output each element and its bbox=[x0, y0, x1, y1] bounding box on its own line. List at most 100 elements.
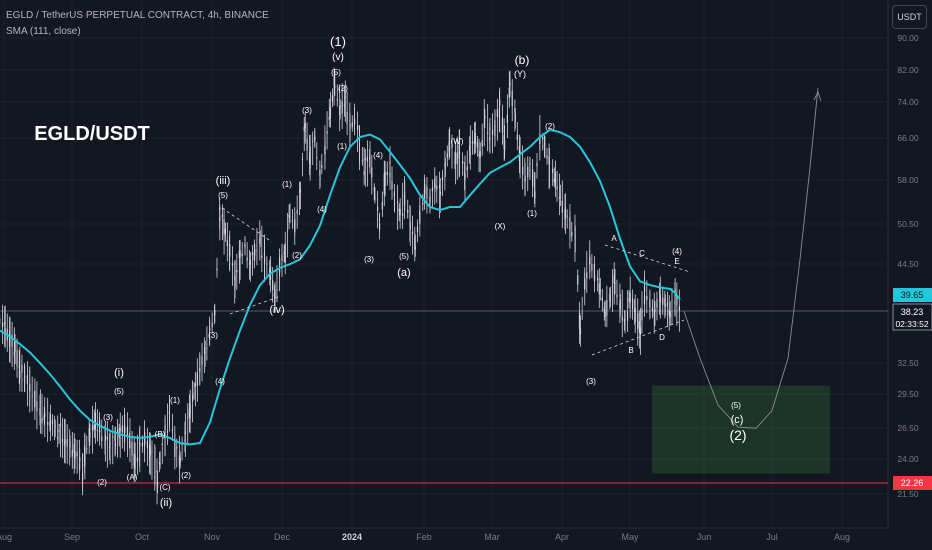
candle-body bbox=[569, 217, 571, 230]
candle-body bbox=[404, 191, 406, 193]
candle-body bbox=[244, 244, 246, 248]
candle-body bbox=[633, 308, 636, 312]
candle-body bbox=[653, 310, 655, 316]
y-tick-label: 44.50 bbox=[897, 259, 919, 269]
candle-body bbox=[373, 187, 375, 191]
candle-body bbox=[24, 376, 26, 378]
wave-label: (X) bbox=[495, 222, 506, 231]
candle-body bbox=[578, 312, 581, 329]
candle-body bbox=[458, 151, 461, 154]
candle-body bbox=[429, 197, 431, 207]
candle-body bbox=[393, 203, 396, 205]
candle-body bbox=[504, 140, 506, 151]
candle-body bbox=[522, 166, 524, 175]
projection-arrowhead bbox=[813, 90, 822, 102]
candle-body bbox=[276, 289, 278, 291]
candle-body bbox=[26, 374, 29, 384]
candle-body bbox=[333, 77, 335, 85]
candle-body bbox=[496, 109, 498, 117]
candle-body bbox=[41, 417, 43, 424]
candle-body bbox=[156, 482, 159, 488]
x-tick-label: Nov bbox=[204, 532, 221, 542]
candle-body bbox=[631, 298, 634, 310]
support-price-tag bbox=[893, 476, 932, 490]
candle-body bbox=[511, 90, 513, 107]
candle-body bbox=[88, 428, 90, 442]
candle-body bbox=[13, 351, 15, 356]
candle-body bbox=[659, 294, 661, 303]
candle-body bbox=[446, 153, 448, 158]
x-tick-label: Aug bbox=[0, 532, 12, 542]
candle-body bbox=[669, 311, 671, 318]
candle-body bbox=[564, 207, 567, 218]
candle-body bbox=[471, 141, 474, 144]
candle-body bbox=[357, 125, 359, 130]
candle-body bbox=[43, 414, 45, 421]
wave-label: (5) bbox=[399, 252, 409, 261]
candle-body bbox=[489, 137, 491, 141]
candle-body bbox=[204, 352, 206, 353]
candle-body bbox=[108, 446, 111, 448]
candle-body bbox=[74, 450, 76, 459]
candle-body bbox=[301, 159, 304, 160]
candle-body bbox=[544, 143, 546, 145]
candle-body bbox=[194, 383, 196, 387]
candle-body bbox=[419, 211, 421, 214]
wave-label: (4) bbox=[373, 151, 383, 160]
candle-body bbox=[658, 291, 661, 293]
candle-body bbox=[601, 297, 603, 302]
candle-body bbox=[314, 137, 316, 141]
candle-body bbox=[556, 186, 558, 189]
candle-body bbox=[296, 210, 298, 214]
candle-body bbox=[454, 161, 456, 165]
candle-body bbox=[51, 419, 54, 425]
candle-body bbox=[159, 463, 161, 465]
x-tick-label: Dec bbox=[274, 532, 291, 542]
candle-body bbox=[454, 152, 457, 162]
wave-label: (a) bbox=[397, 267, 410, 279]
candle-body bbox=[468, 145, 471, 152]
candle-body bbox=[469, 152, 471, 156]
wave-label: (i) bbox=[114, 367, 124, 379]
candle-body bbox=[174, 441, 176, 457]
candle-body bbox=[399, 208, 401, 216]
candle-body bbox=[384, 171, 386, 187]
candle-body bbox=[248, 262, 251, 265]
candle-body bbox=[94, 412, 97, 430]
candle-body bbox=[326, 130, 328, 134]
candle-body bbox=[84, 445, 86, 463]
candle-body bbox=[156, 470, 158, 473]
candle-body bbox=[124, 426, 126, 433]
x-tick-label: Jul bbox=[766, 532, 778, 542]
wave-label: (A) bbox=[127, 473, 138, 482]
wave-label: D bbox=[659, 333, 665, 342]
wave-label: C bbox=[639, 249, 645, 258]
candle-body bbox=[554, 172, 556, 186]
currency-button[interactable]: USDT bbox=[892, 5, 927, 29]
candle-body bbox=[269, 269, 271, 274]
candle-body bbox=[664, 305, 666, 307]
candle-body bbox=[649, 300, 651, 308]
candle-body bbox=[363, 171, 365, 175]
candle-body bbox=[168, 416, 171, 418]
x-tick-label: Feb bbox=[416, 532, 432, 542]
candle-body bbox=[527, 166, 529, 177]
candle-body bbox=[534, 191, 536, 199]
candle-body bbox=[39, 402, 42, 403]
candle-body bbox=[139, 442, 141, 445]
candle-body bbox=[249, 260, 252, 265]
candle-body bbox=[431, 187, 434, 192]
candle-body bbox=[651, 307, 654, 312]
candle-body bbox=[284, 243, 286, 263]
candle-body bbox=[339, 105, 341, 108]
candle-body bbox=[298, 191, 301, 193]
candle-body bbox=[54, 431, 56, 432]
candle-body bbox=[516, 134, 518, 141]
wave-label: (2) bbox=[338, 84, 348, 93]
candle-body bbox=[98, 420, 101, 429]
wave-label: (5) bbox=[331, 68, 341, 77]
candle-body bbox=[514, 108, 516, 113]
candle-body bbox=[288, 214, 290, 218]
candle-body bbox=[664, 298, 666, 306]
candle-body bbox=[114, 442, 116, 447]
